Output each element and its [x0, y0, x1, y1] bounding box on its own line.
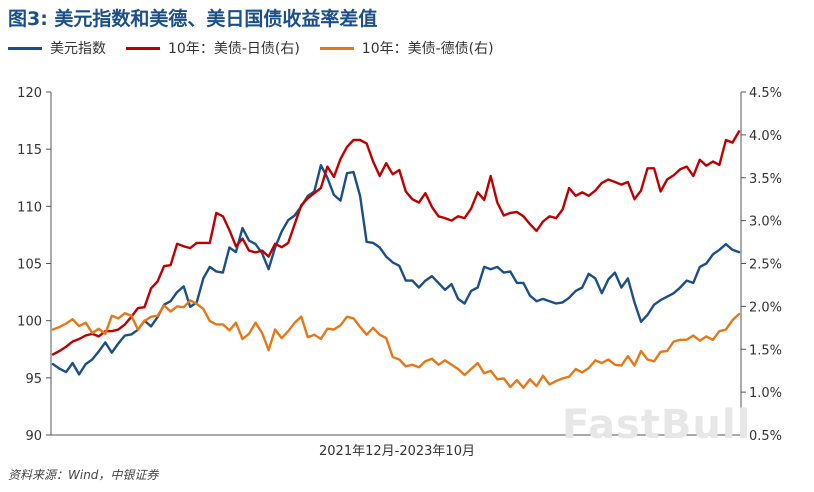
- series-line-us-jp-spread: [51, 130, 741, 356]
- left-tick-label: 100: [17, 315, 42, 330]
- left-tick-label: 90: [25, 429, 42, 444]
- left-tick-label: 105: [17, 258, 42, 273]
- legend-swatch-us-jp-spread: [126, 46, 160, 50]
- legend: 美元指数 10年：美债-日债(右) 10年：美债-德债(右): [8, 38, 514, 58]
- legend-label-us-de-spread: 10年：美债-德债(右): [361, 41, 494, 57]
- series-line-us-de-spread: [51, 299, 741, 389]
- right-tick-label: 4.5%: [749, 86, 782, 101]
- left-tick-label: 110: [17, 200, 42, 215]
- legend-swatch-us-de-spread: [319, 46, 354, 50]
- left-tick-label: 95: [25, 372, 42, 387]
- source-note: 资料来源：Wind，中银证券: [8, 468, 159, 482]
- x-axis-label: 2021年12月-2023年10月: [319, 444, 475, 459]
- right-tick-label: 1.0%: [749, 386, 782, 401]
- chart-title: 图3: 美元指数和美德、美日国债收益率差值: [8, 8, 378, 30]
- watermark-logo: FastBull: [562, 402, 752, 448]
- legend-item-us-de-spread: 10年：美债-德债(右): [319, 38, 494, 58]
- legend-label-usd-index: 美元指数: [50, 41, 106, 57]
- series-line-usd-index: [51, 163, 741, 376]
- right-tick-label: 0.5%: [749, 429, 782, 444]
- right-tick-label: 4.0%: [749, 129, 782, 144]
- legend-swatch-usd-index: [8, 46, 42, 50]
- series-layer: [51, 130, 741, 389]
- left-tick-label: 115: [17, 143, 42, 158]
- right-axis: 0.5% 1.0% 1.5% 2.0% 2.5% 3.0% 3.5% 4.0% 4.5%: [740, 86, 782, 444]
- left-axis: 90 95 100 105 110 115 120: [17, 86, 52, 444]
- right-tick-label: 2.0%: [749, 300, 782, 315]
- right-tick-label: 1.5%: [749, 343, 782, 358]
- legend-item-us-jp-spread: 10年：美债-日债(右): [126, 38, 300, 58]
- legend-item-usd-index: 美元指数: [8, 38, 106, 58]
- right-tick-label: 3.5%: [749, 172, 782, 187]
- right-tick-label: 3.0%: [749, 215, 782, 230]
- left-tick-label: 120: [17, 86, 42, 101]
- right-tick-label: 2.5%: [749, 258, 782, 273]
- legend-label-us-jp-spread: 10年：美债-日债(右): [168, 41, 300, 57]
